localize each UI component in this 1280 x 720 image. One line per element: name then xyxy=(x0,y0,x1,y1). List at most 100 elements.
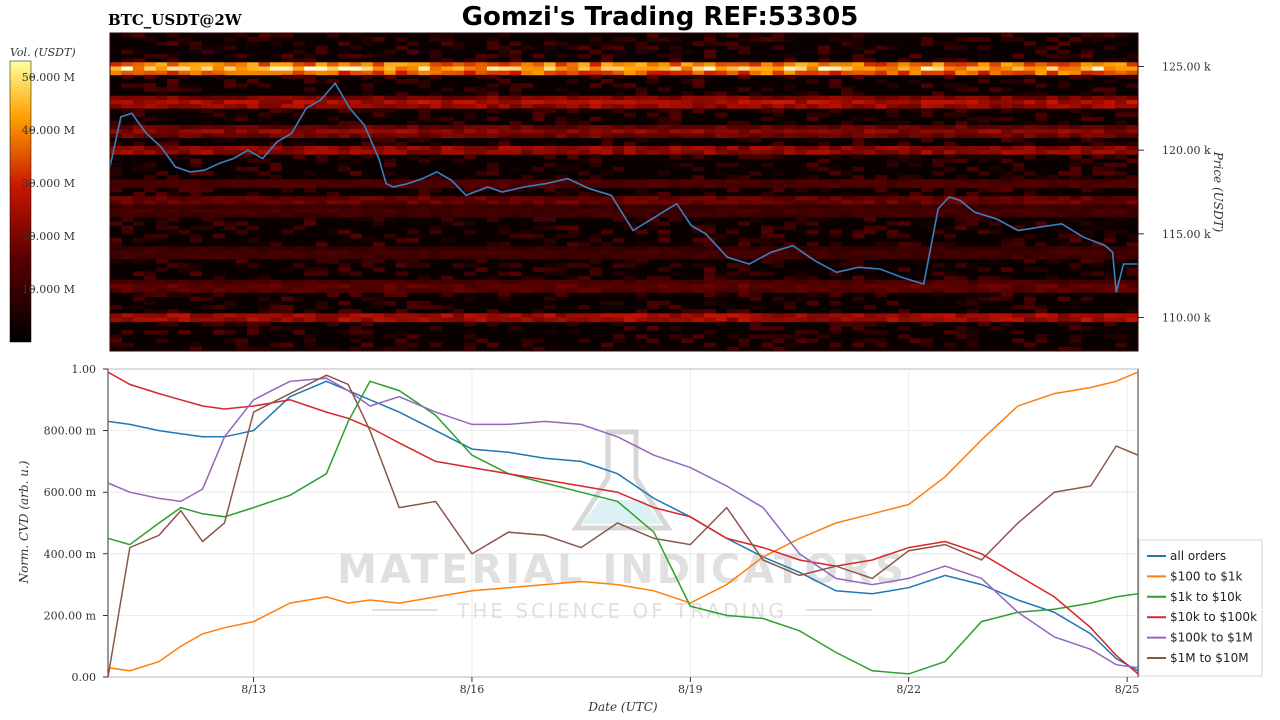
heatmap-cell xyxy=(886,208,899,214)
heatmap-cell xyxy=(509,95,522,101)
heatmap-cell xyxy=(703,41,716,46)
heatmap-cell xyxy=(635,129,648,134)
heatmap-cell xyxy=(726,99,739,105)
heatmap-cell xyxy=(247,317,260,323)
heatmap-cell xyxy=(703,104,716,109)
heatmap-cell xyxy=(1115,175,1128,180)
heatmap-cell xyxy=(1012,137,1025,143)
heatmap-cell xyxy=(761,154,774,159)
heatmap-cell xyxy=(1058,250,1071,256)
heatmap-cell xyxy=(589,74,602,80)
heatmap-cell xyxy=(909,145,922,151)
heatmap-cell xyxy=(281,179,294,185)
heatmap-cell xyxy=(669,150,682,155)
heatmap-cell xyxy=(920,66,933,72)
heatmap-cell xyxy=(989,133,1002,138)
heatmap-cell xyxy=(304,58,317,63)
heatmap-cell xyxy=(578,95,591,101)
heatmap-cell xyxy=(464,95,477,101)
heatmap-cell xyxy=(327,129,340,134)
heatmap-cell xyxy=(406,95,419,101)
heatmap-cell xyxy=(761,183,774,189)
heatmap-cell xyxy=(178,313,191,318)
heatmap-cell xyxy=(578,284,591,289)
heatmap-cell xyxy=(612,212,625,218)
heatmap-cell xyxy=(327,246,340,251)
heatmap-cell xyxy=(555,196,568,201)
heatmap-cell xyxy=(269,62,282,67)
heatmap-cell xyxy=(1000,204,1013,210)
heatmap-cell xyxy=(669,133,682,138)
heatmap-cell xyxy=(304,66,317,72)
heatmap-cell xyxy=(772,33,785,38)
heatmap-cell xyxy=(1103,284,1116,289)
heatmap-cell xyxy=(486,108,499,113)
heatmap-cell xyxy=(1012,145,1025,151)
heatmap-cell xyxy=(132,70,145,76)
heatmap-cell xyxy=(338,208,351,214)
heatmap-cell xyxy=(875,342,888,348)
heatmap-cell xyxy=(1103,129,1116,134)
heatmap-cell xyxy=(635,192,648,197)
heatmap-cell xyxy=(852,325,865,331)
heatmap-cell xyxy=(1115,246,1128,251)
heatmap-cell xyxy=(738,313,751,318)
heatmap-cell xyxy=(1126,95,1138,101)
heatmap-cell xyxy=(863,330,876,335)
heatmap-cell xyxy=(692,125,705,130)
heatmap-cell xyxy=(589,204,602,210)
heatmap-cell xyxy=(578,263,591,268)
heatmap-cell xyxy=(852,317,865,323)
heatmap-cell xyxy=(395,263,408,268)
heatmap-cell xyxy=(1035,125,1048,130)
heatmap-cell xyxy=(841,212,854,218)
heatmap-cell xyxy=(418,145,431,151)
legend-label: $10k to $100k xyxy=(1170,610,1257,624)
heatmap-cell xyxy=(646,145,659,151)
heatmap-cell xyxy=(1023,317,1036,323)
heatmap-cell xyxy=(1103,91,1116,97)
colorbar-tick-label: 40.000 M xyxy=(22,124,75,137)
heatmap-cell xyxy=(783,304,796,310)
heatmap-cell xyxy=(566,108,579,113)
heatmap-cell xyxy=(955,95,968,101)
heatmap-cell xyxy=(429,49,442,55)
heatmap-cell xyxy=(932,284,945,289)
heatmap-cell xyxy=(841,317,854,323)
heatmap-cell xyxy=(498,53,511,59)
heatmap-cell xyxy=(509,87,522,92)
colorbar-tick-label: 30.000 M xyxy=(22,177,75,190)
heatmap-cell xyxy=(429,145,442,151)
heatmap-cell xyxy=(761,62,774,67)
heatmap-cell xyxy=(932,66,945,72)
heatmap-cell xyxy=(132,192,145,197)
heatmap-cell xyxy=(429,175,442,180)
heatmap-cell xyxy=(943,99,956,105)
heatmap-cell xyxy=(1092,95,1105,101)
heatmap-cell xyxy=(532,70,545,76)
heatmap-cell xyxy=(989,325,1002,331)
heatmap-cell xyxy=(738,99,751,105)
heatmap-cell xyxy=(932,313,945,318)
heatmap-cell xyxy=(578,120,591,126)
heatmap-cell xyxy=(247,133,260,138)
heatmap-cell xyxy=(418,208,431,214)
heatmap-cell xyxy=(1012,204,1025,210)
heatmap-cell xyxy=(795,246,808,251)
heatmap-cell xyxy=(635,254,648,260)
heatmap-cell xyxy=(795,183,808,189)
heatmap-cell xyxy=(544,154,557,159)
heatmap-cell xyxy=(532,66,545,72)
heatmap-cell xyxy=(578,125,591,130)
heatmap-cell xyxy=(167,309,180,314)
heatmap-cell xyxy=(669,200,682,205)
heatmap-cell xyxy=(1012,62,1025,67)
heatmap-cell xyxy=(669,45,682,51)
heatmap-cell xyxy=(761,192,774,197)
heatmap-cell xyxy=(932,99,945,105)
heatmap-cell xyxy=(521,187,534,193)
heatmap-cell xyxy=(875,125,888,130)
heatmap-cell xyxy=(863,62,876,67)
heatmap-cell xyxy=(110,342,123,348)
heatmap-cell xyxy=(327,346,340,351)
